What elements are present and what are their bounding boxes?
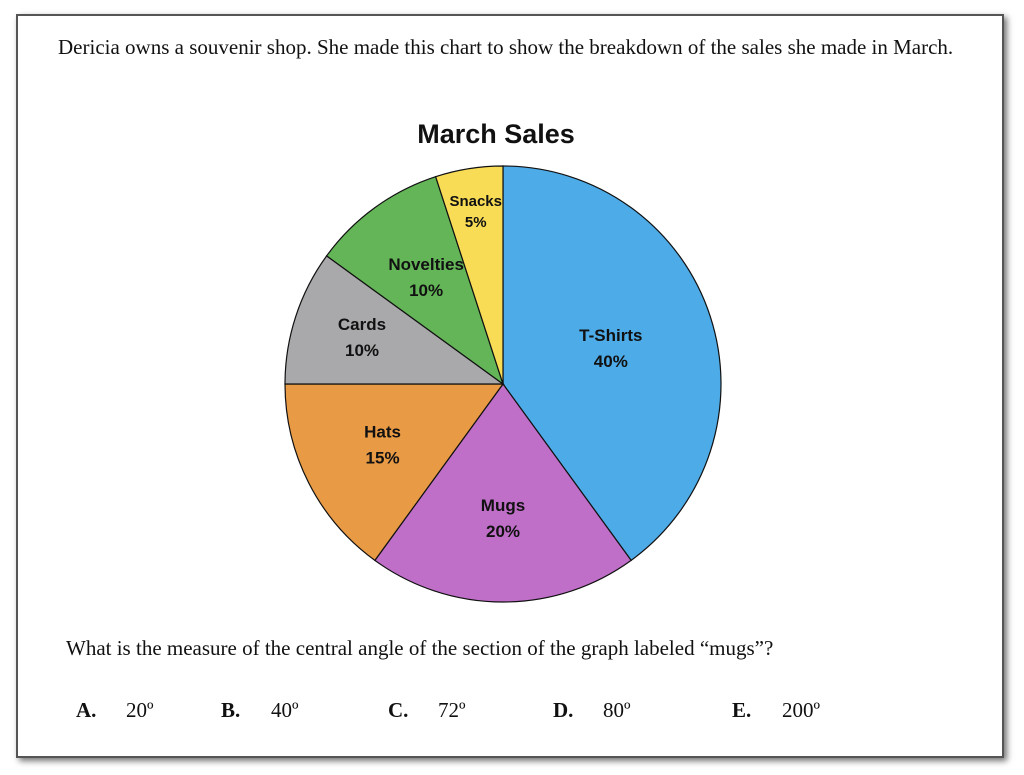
slice-percent-novelties: 10% [409,281,443,300]
chart-title: March Sales [417,119,575,149]
choice-letter: C. [388,698,409,722]
choice-a[interactable]: A. 20º [76,698,154,723]
slice-name-novelties: Novelties [388,255,464,274]
choice-c[interactable]: C. 72º [388,698,466,723]
question-card: Dericia owns a souvenir shop. She made t… [16,14,1004,758]
problem-statement: Dericia owns a souvenir shop. She made t… [58,35,954,59]
slice-percent-t-shirts: 40% [594,352,628,371]
pie-chart: March Sales T-Shirts 40% Mugs 20% Hats 15% Car… [284,119,722,603]
choice-b[interactable]: B. 40º [221,698,299,723]
slice-percent-snacks: 5% [465,214,487,231]
choice-value: 200º [782,698,821,722]
slice-percent-hats: 15% [366,448,400,467]
slice-cards [284,255,505,385]
choice-value: 20º [126,698,154,722]
choice-letter: B. [221,698,241,722]
slice-name-cards: Cards [338,315,386,334]
slice-hats [284,383,505,562]
slice-snacks [434,165,504,385]
choice-d[interactable]: D. 80º [553,698,631,723]
pie-labels: T-Shirts 40% Mugs 20% Hats 15% Cards 10% Novelti… [338,193,643,541]
choice-value: 80º [603,698,631,722]
pie-slices [284,165,722,603]
slice-name-snacks: Snacks [449,193,502,210]
slice-name-mugs: Mugs [481,496,525,515]
slice-percent-mugs: 20% [486,522,520,541]
choice-value: 40º [271,698,299,722]
slice-name-t-shirts: T-Shirts [579,326,642,345]
slice-name-hats: Hats [364,422,401,441]
slice-mugs [374,382,632,603]
slice-novelties [325,175,505,386]
choice-value: 72º [438,698,466,722]
choice-letter: D. [553,698,574,722]
choice-letter: A. [76,698,97,722]
choice-letter: E. [732,698,752,722]
slice-t-shirts [502,165,722,562]
answer-choices: A. 20º B. 40º C. 72º D. 80º E. 200º [18,698,1002,728]
question-text: What is the measure of the central angle… [66,636,774,660]
slice-percent-cards: 10% [345,341,379,360]
choice-e[interactable]: E. 200º [732,698,820,723]
